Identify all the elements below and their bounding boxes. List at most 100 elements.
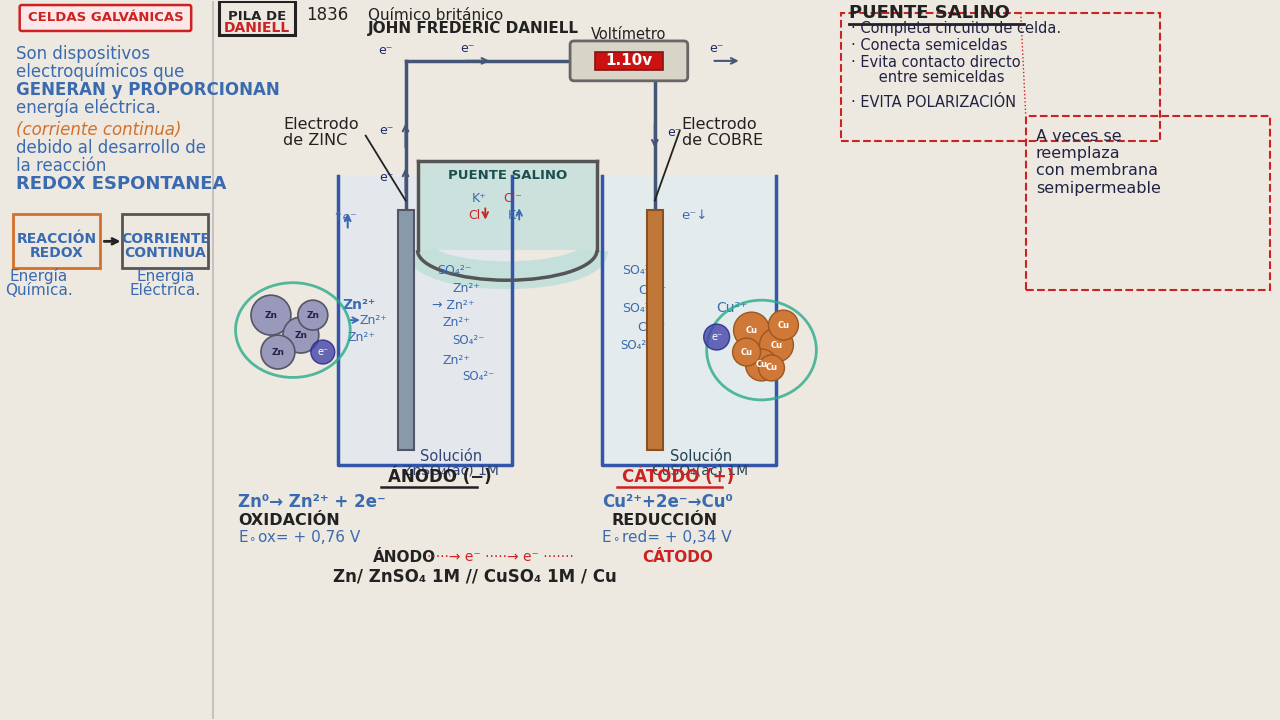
Text: Cu²⁺: Cu²⁺ bbox=[717, 301, 748, 315]
Circle shape bbox=[759, 355, 785, 381]
Text: PUENTE SALINO: PUENTE SALINO bbox=[448, 169, 567, 182]
Text: ox= + 0,76 V: ox= + 0,76 V bbox=[259, 530, 360, 545]
Text: e⁻: e⁻ bbox=[379, 124, 393, 138]
Text: e⁻: e⁻ bbox=[317, 347, 329, 357]
Text: e⁻: e⁻ bbox=[378, 45, 393, 58]
Text: Cu²⁺: Cu²⁺ bbox=[637, 284, 666, 297]
Text: energía eléctrica.: energía eléctrica. bbox=[15, 99, 160, 117]
Text: Zn²⁺: Zn²⁺ bbox=[348, 330, 376, 343]
Text: SO₄²⁻: SO₄²⁻ bbox=[620, 338, 653, 351]
Text: SO₄²⁻: SO₄²⁻ bbox=[438, 264, 472, 276]
Text: CuSO₄(ac) 1M: CuSO₄(ac) 1M bbox=[652, 464, 748, 477]
Text: OXIDACIÓN: OXIDACIÓN bbox=[238, 513, 339, 528]
Text: REDOX: REDOX bbox=[29, 246, 83, 261]
Text: CÁTODO: CÁTODO bbox=[641, 550, 713, 565]
Text: ↑e⁻: ↑e⁻ bbox=[333, 211, 357, 224]
FancyBboxPatch shape bbox=[19, 5, 191, 31]
Text: Energía: Energía bbox=[136, 269, 195, 284]
Text: → Zn²⁺: → Zn²⁺ bbox=[433, 299, 475, 312]
FancyBboxPatch shape bbox=[123, 215, 209, 269]
Text: electroquímicos que: electroquímicos que bbox=[15, 63, 184, 81]
Bar bbox=[338, 176, 512, 464]
Text: entre semiceldas: entre semiceldas bbox=[851, 71, 1005, 86]
Text: 1836: 1836 bbox=[306, 6, 348, 24]
Text: Zn²⁺: Zn²⁺ bbox=[443, 315, 471, 328]
FancyBboxPatch shape bbox=[13, 215, 100, 269]
Text: ÁNODO (−): ÁNODO (−) bbox=[388, 467, 492, 486]
Text: · EVITA POLARIZACIÓN: · EVITA POLARIZACIÓN bbox=[851, 95, 1016, 110]
Circle shape bbox=[298, 300, 328, 330]
Circle shape bbox=[733, 312, 769, 348]
Text: · Evita contacto directo: · Evita contacto directo bbox=[851, 55, 1021, 71]
Text: CORRIENTE: CORRIENTE bbox=[120, 233, 210, 246]
Text: Zn²⁺: Zn²⁺ bbox=[360, 314, 388, 327]
Text: Electrodo: Electrodo bbox=[682, 117, 758, 132]
Text: GENERAN y PROPORCIONAN: GENERAN y PROPORCIONAN bbox=[15, 81, 279, 99]
Text: °: ° bbox=[250, 538, 256, 547]
Text: PILA DE: PILA DE bbox=[228, 9, 287, 22]
Text: Químico británico: Químico británico bbox=[367, 7, 503, 22]
Text: Son dispositivos: Son dispositivos bbox=[15, 45, 150, 63]
Text: · Completa circuito de celda.: · Completa circuito de celda. bbox=[851, 22, 1061, 37]
Text: Cu: Cu bbox=[745, 325, 758, 335]
Text: Cu²⁺+2e⁻→Cu⁰: Cu²⁺+2e⁻→Cu⁰ bbox=[602, 492, 732, 510]
Text: Zn²⁺: Zn²⁺ bbox=[443, 354, 471, 366]
Text: Zn: Zn bbox=[265, 310, 278, 320]
Text: Energía: Energía bbox=[9, 269, 68, 284]
Text: Zn²⁺: Zn²⁺ bbox=[452, 282, 480, 294]
Text: Voltímetro: Voltímetro bbox=[591, 27, 667, 42]
Text: e⁻: e⁻ bbox=[461, 42, 475, 55]
Text: Solución: Solución bbox=[420, 449, 481, 464]
Bar bbox=[646, 210, 663, 450]
Text: A veces se
reemplaza
con membrana
semipermeable: A veces se reemplaza con membrana semipe… bbox=[1036, 129, 1161, 196]
Text: de COBRE: de COBRE bbox=[682, 133, 763, 148]
Text: Eléctrica.: Eléctrica. bbox=[129, 283, 201, 297]
Text: DANIELL: DANIELL bbox=[224, 21, 291, 35]
Text: e⁻: e⁻ bbox=[709, 42, 723, 55]
Bar bbox=[602, 176, 777, 464]
Text: SO₄²⁻: SO₄²⁻ bbox=[452, 333, 485, 346]
Text: REDUCCIÓN: REDUCCIÓN bbox=[612, 513, 718, 528]
Text: Zn/ ZnSO₄ 1M // CuSO₄ 1M / Cu: Zn/ ZnSO₄ 1M // CuSO₄ 1M / Cu bbox=[333, 567, 617, 585]
FancyBboxPatch shape bbox=[570, 41, 687, 81]
Text: debido al desarrollo de: debido al desarrollo de bbox=[15, 139, 206, 157]
Text: Solución: Solución bbox=[669, 449, 732, 464]
Text: Química.: Química. bbox=[5, 283, 73, 297]
Text: Zn: Zn bbox=[294, 330, 307, 340]
FancyBboxPatch shape bbox=[219, 1, 294, 35]
Text: 1.10v: 1.10v bbox=[605, 53, 653, 68]
Text: °: ° bbox=[614, 538, 620, 547]
Text: Cu: Cu bbox=[765, 364, 777, 372]
Circle shape bbox=[311, 340, 335, 364]
Text: REDOX ESPONTANEA: REDOX ESPONTANEA bbox=[15, 174, 227, 192]
Bar bbox=[398, 210, 413, 450]
Bar bbox=[417, 161, 596, 251]
Text: JOHN FREDERIC DANIELL: JOHN FREDERIC DANIELL bbox=[367, 22, 579, 37]
Text: ÁNODO: ÁNODO bbox=[372, 550, 435, 565]
Bar bbox=[1025, 116, 1270, 290]
Circle shape bbox=[261, 335, 294, 369]
Text: E: E bbox=[238, 530, 247, 545]
Text: e⁻: e⁻ bbox=[667, 126, 681, 139]
Text: Cl⁻: Cl⁻ bbox=[503, 192, 522, 205]
Circle shape bbox=[732, 338, 760, 366]
Text: Cu: Cu bbox=[755, 361, 768, 369]
Text: CÁTODO (+): CÁTODO (+) bbox=[622, 467, 733, 486]
Text: e⁻↓: e⁻↓ bbox=[682, 209, 708, 222]
Bar bbox=[841, 13, 1161, 140]
Text: ZnSO₄(ac) 1M: ZnSO₄(ac) 1M bbox=[403, 464, 498, 477]
Text: Cu: Cu bbox=[741, 348, 753, 356]
Text: PUENTE SALINO: PUENTE SALINO bbox=[849, 4, 1010, 22]
Text: CONTINUA: CONTINUA bbox=[124, 246, 206, 261]
Text: SO₄²⁻: SO₄²⁻ bbox=[462, 371, 495, 384]
Circle shape bbox=[745, 349, 777, 381]
Text: CELDAS GALVÁNICAS: CELDAS GALVÁNICAS bbox=[28, 12, 183, 24]
Text: de ZINC: de ZINC bbox=[283, 133, 347, 148]
Text: (corriente continua): (corriente continua) bbox=[15, 121, 182, 139]
Text: ·····→ e⁻ ·····→ e⁻ ·······: ·····→ e⁻ ·····→ e⁻ ······· bbox=[428, 550, 575, 564]
Text: SO₄²⁻: SO₄²⁻ bbox=[622, 302, 657, 315]
Text: Cu: Cu bbox=[771, 341, 782, 349]
Text: E: E bbox=[602, 530, 612, 545]
Text: Zn⁰→ Zn²⁺ + 2e⁻: Zn⁰→ Zn²⁺ + 2e⁻ bbox=[238, 492, 385, 510]
Circle shape bbox=[251, 295, 291, 335]
